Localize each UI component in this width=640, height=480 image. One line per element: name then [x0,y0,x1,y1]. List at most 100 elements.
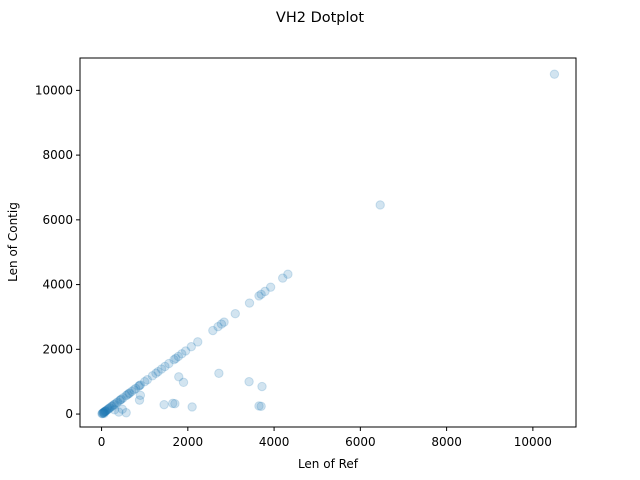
data-point [109,399,120,410]
data-point [180,346,191,356]
data-point [174,372,184,382]
y-tick-label: 6000 [42,213,73,227]
data-point [219,317,229,327]
data-point [117,404,127,414]
data-point [214,368,224,378]
data-point [121,408,131,418]
data-point [102,405,112,415]
y-axis-label: Len of Contig [6,202,20,282]
y-tick-label: 10000 [35,83,73,97]
data-point [129,385,139,395]
data-point [244,298,255,308]
data-point [121,390,131,401]
data-point [134,380,145,391]
data-point [133,381,144,391]
data-point [98,408,108,418]
data-point [156,364,167,374]
y-tick-label: 8000 [42,148,73,162]
data-point [134,395,145,405]
data-point [135,390,146,400]
data-point [118,393,128,403]
data-point [109,405,120,415]
data-point [173,351,184,362]
data-point [168,398,178,409]
data-point [265,282,276,292]
y-tick-label: 4000 [42,278,73,292]
data-point [127,386,137,397]
data-point [99,407,109,417]
data-point [115,395,126,405]
data-point [254,401,264,411]
data-point [213,321,223,332]
data-point [100,406,110,417]
x-tick-label: 2000 [173,435,204,449]
data-point [230,309,240,319]
x-tick-label: 10000 [514,435,552,449]
data-point [283,269,293,279]
data-point [104,403,115,413]
data-point [142,375,152,385]
data-point [260,286,270,297]
data-point [186,342,196,352]
data-point [256,289,266,299]
data-point [244,376,254,387]
data-point [124,388,134,399]
plot-area-frame [79,57,577,428]
data-point [97,408,108,419]
data-point [99,407,109,418]
data-point [193,337,203,347]
y-tick-label: 2000 [42,342,73,356]
data-point [153,366,163,377]
data-point [102,404,113,415]
data-point [108,400,119,410]
data-point [256,401,266,411]
points-layer [97,69,560,419]
data-point [111,398,121,408]
data-point [107,401,118,411]
data-point [254,291,264,301]
data-point [97,409,107,419]
data-point [116,394,127,404]
data-point [171,353,181,364]
data-point [178,377,189,388]
data-point [112,397,123,407]
x-tick-label: 4000 [259,435,290,449]
data-point [99,407,110,417]
ticks-layer: 0 2000 4000 6000 8000 10000 0 2000 4000 6000 8000 1… [35,83,552,449]
chart-title: VH2 Dotplot [276,10,364,26]
data-point [105,402,115,413]
data-point [549,69,560,79]
data-point [135,380,146,390]
data-point [98,408,108,418]
y-tick-label: 0 [65,407,73,421]
data-point [160,361,170,372]
x-axis-label: Len of Ref [298,457,359,471]
data-point [103,404,114,414]
data-point [130,383,141,394]
data-point [216,319,227,329]
data-point [278,273,288,283]
x-tick-label: 0 [98,435,106,449]
data-point [170,398,180,409]
data-point [140,376,150,387]
data-point [114,395,125,406]
data-point [151,368,161,378]
data-point [164,358,174,369]
data-point [99,408,109,419]
data-point [122,389,133,400]
data-point [177,349,187,359]
data-point [147,371,158,381]
data-point [100,406,111,416]
data-point [375,200,385,210]
x-tick-label: 8000 [431,435,462,449]
data-point [114,407,124,417]
x-tick-label: 6000 [345,435,376,449]
data-point [208,325,218,336]
data-point [124,388,135,398]
data-point [169,354,179,365]
data-point [187,402,197,412]
data-point [106,401,117,412]
data-point [159,399,169,410]
